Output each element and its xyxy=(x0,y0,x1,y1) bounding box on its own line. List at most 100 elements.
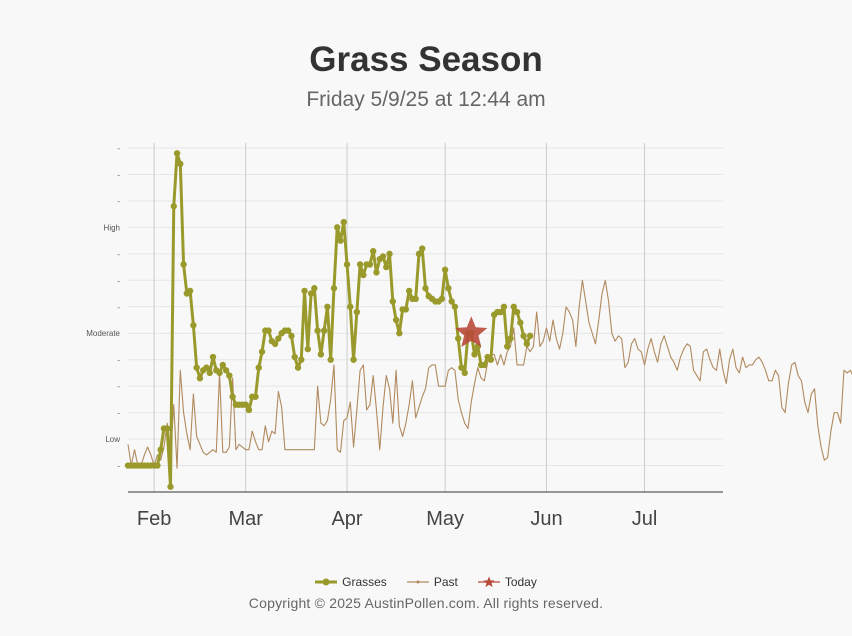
grasses-data-point xyxy=(314,327,321,334)
grasses-data-point xyxy=(291,353,298,361)
chart-legend: Grasses Past Today xyxy=(0,575,852,589)
grasses-data-point xyxy=(454,335,462,342)
grasses-data-point xyxy=(396,330,403,337)
grasses-data-point xyxy=(203,364,210,371)
grasses-data-point xyxy=(330,285,338,292)
grasses-data-point xyxy=(177,160,184,168)
grasses-legend-icon xyxy=(315,578,338,586)
grasses-data-point xyxy=(392,316,400,324)
legend-label-past: Past xyxy=(433,575,458,589)
grasses-data-point xyxy=(180,261,187,268)
grasses-data-point xyxy=(445,285,452,292)
grasses-data-point xyxy=(526,332,534,340)
grasses-data-point xyxy=(520,332,527,340)
today-star-legend-icon xyxy=(477,576,500,588)
x-tick-label: Apr xyxy=(331,508,362,530)
grasses-data-point xyxy=(353,308,361,316)
grasses-data-point xyxy=(324,303,331,310)
grasses-data-point xyxy=(226,372,233,379)
y-tick-label: - xyxy=(117,197,120,206)
grasses-data-point xyxy=(255,364,262,371)
grasses-data-point xyxy=(229,393,236,400)
grasses-data-point xyxy=(311,285,318,292)
y-tick-label: - xyxy=(117,356,120,365)
legend-item-grasses[interactable]: Grasses xyxy=(315,575,387,589)
grasses-data-point xyxy=(209,353,217,361)
grasses-data-point xyxy=(164,425,171,432)
grasses-data-point xyxy=(471,351,478,358)
grasses-data-point xyxy=(334,224,341,231)
legend-item-today[interactable]: Today xyxy=(477,575,537,589)
grasses-data-point xyxy=(458,364,465,371)
grasses-data-point xyxy=(222,367,230,374)
grasses-data-point xyxy=(190,322,197,329)
chart-subtitle: Friday 5/9/25 at 12:44 am xyxy=(306,88,546,111)
legend-item-past[interactable]: Past xyxy=(406,575,458,589)
x-tick-label: Feb xyxy=(137,508,171,530)
grasses-data-point xyxy=(379,253,387,260)
grasses-data-point xyxy=(154,462,161,469)
x-tick-label: Jul xyxy=(632,508,658,530)
grasses-data-point xyxy=(386,250,393,258)
today-star-marker xyxy=(455,316,488,347)
grasses-data-point xyxy=(510,303,517,310)
grasses-data-point xyxy=(288,332,295,340)
y-tick-label: Moderate xyxy=(86,329,120,338)
grasses-data-point xyxy=(412,295,419,303)
legend-label-grasses: Grasses xyxy=(342,575,387,589)
grasses-data-point xyxy=(461,369,468,377)
grasses-data-point xyxy=(340,218,347,226)
y-tick-label: - xyxy=(117,303,120,312)
copyright-text: Copyright © 2025 AustinPollen.com. All r… xyxy=(248,595,604,611)
y-tick-label: - xyxy=(117,276,120,285)
grasses-data-point xyxy=(327,356,334,363)
grasses-data-point xyxy=(402,306,410,313)
grasses-data-point xyxy=(422,285,429,292)
grasses-data-point xyxy=(173,150,181,157)
grasses-data-point xyxy=(373,269,380,276)
x-tick-label: Jun xyxy=(530,508,562,530)
grasses-data-point xyxy=(307,290,315,297)
grasses-data-point xyxy=(216,369,223,377)
y-tick-label: - xyxy=(117,382,120,391)
grasses-data-point xyxy=(500,303,508,310)
grasses-data-point xyxy=(275,335,282,342)
grasses-data-point xyxy=(504,343,511,350)
grasses-data-point xyxy=(448,298,455,305)
grasses-data-point xyxy=(360,271,367,279)
grasses-data-point xyxy=(517,319,524,326)
grasses-data-point xyxy=(487,356,495,363)
x-tick-label: Mar xyxy=(228,508,263,530)
grasses-data-point xyxy=(350,356,357,363)
grasses-data-point xyxy=(441,266,449,273)
grasses-data-point xyxy=(258,348,266,355)
grasses-data-point xyxy=(347,303,354,310)
grasses-data-point xyxy=(451,303,459,310)
grasses-data-point xyxy=(242,401,249,408)
grasses-data-point xyxy=(271,340,279,348)
y-tick-label: - xyxy=(117,409,120,418)
grasses-data-point xyxy=(481,361,488,369)
y-tick-label: - xyxy=(117,462,120,471)
grasses-data-point xyxy=(419,245,426,252)
legend-label-today: Today xyxy=(504,575,537,589)
grasses-data-point xyxy=(196,375,204,382)
y-tick-label: Low xyxy=(105,435,120,444)
grasses-data-point xyxy=(320,327,328,334)
grasses-data-point xyxy=(337,237,344,244)
grasses-data-point xyxy=(301,287,308,295)
grasses-data-point xyxy=(186,287,194,295)
grasses-data-point xyxy=(366,261,374,268)
grasses-data-point xyxy=(219,361,227,369)
grasses-data-point xyxy=(294,364,302,371)
chart-title: Grass Season xyxy=(309,40,543,79)
grasses-data-point xyxy=(438,295,446,303)
grasses-data-point xyxy=(523,340,531,348)
grasses-data-point xyxy=(405,287,413,295)
grasses-data-point xyxy=(265,327,272,334)
y-tick-label: - xyxy=(117,144,120,153)
grasses-data-point xyxy=(304,345,312,353)
grasses-data-point xyxy=(193,364,200,371)
past-legend-icon xyxy=(406,580,429,584)
